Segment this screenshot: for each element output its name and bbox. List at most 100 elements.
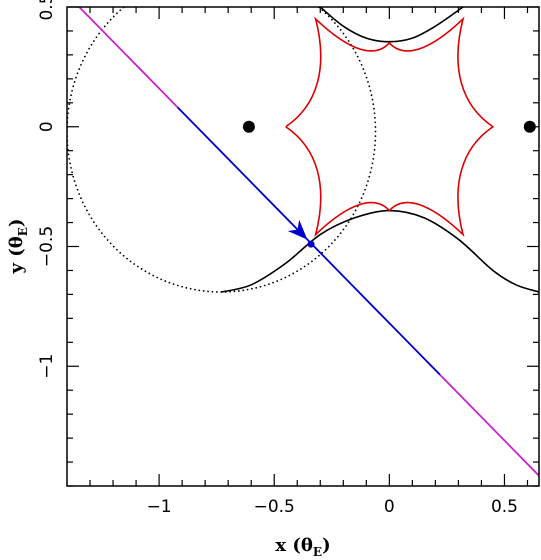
critical-dot: [330, 242, 333, 245]
dotted-critical-curve: [67, 1, 377, 293]
critical-dot: [70, 94, 72, 97]
critical-dot: [211, 290, 214, 293]
critical-dot: [116, 12, 118, 15]
critical-dot: [360, 197, 363, 200]
critical-dot: [360, 63, 363, 66]
critical-dot: [80, 197, 82, 200]
critical-dot: [352, 213, 355, 216]
critical-dot: [215, 291, 218, 293]
critical-dot: [369, 89, 372, 92]
critical-dot: [354, 51, 357, 54]
trajectory-outer-left: [77, 7, 179, 108]
critical-dot: [126, 4, 128, 6]
critical-dot: [276, 280, 279, 282]
critical-dot: [356, 55, 359, 58]
critical-dot: [76, 188, 79, 191]
critical-dot: [365, 184, 368, 187]
critical-dot: [160, 278, 163, 281]
critical-dot: [95, 224, 98, 227]
critical-dot: [156, 276, 159, 279]
critical-dot: [72, 175, 75, 178]
y-tick-label: −1: [37, 354, 57, 379]
critical-dot: [98, 32, 100, 35]
caustic-curve: [285, 16, 495, 238]
critical-dot: [103, 235, 106, 238]
critical-dot: [292, 272, 295, 275]
critical-dot: [237, 290, 240, 292]
critical-dot: [80, 63, 82, 66]
critical-dot: [272, 281, 274, 284]
critical-dot: [198, 289, 201, 292]
critical-dot: [311, 1, 313, 3]
critical-dot: [352, 47, 355, 50]
critical-dot: [168, 281, 171, 284]
critical-dot: [81, 201, 84, 204]
critical-dot: [90, 217, 93, 220]
y-axis-unit-sub: E: [16, 227, 30, 236]
critical-dot: [347, 40, 350, 42]
critical-dot: [109, 242, 112, 245]
critical-dot: [148, 272, 151, 275]
critical-dot: [345, 36, 347, 39]
critical-dot: [202, 290, 205, 292]
source-point: [307, 240, 315, 248]
critical-dot: [112, 245, 115, 248]
critical-dot: [106, 239, 109, 241]
critical-dot: [369, 171, 372, 174]
critical-dot: [83, 55, 86, 58]
critical-dot: [164, 280, 167, 282]
critical-dot: [88, 47, 91, 50]
x-axis-var: x: [275, 535, 286, 556]
critical-dot: [112, 15, 115, 18]
critical-dot: [144, 270, 147, 273]
critical-dot: [324, 248, 327, 251]
critical-dot: [368, 85, 371, 88]
critical-dot: [307, 263, 310, 265]
critical-dot: [280, 278, 283, 281]
critical-dot: [242, 289, 245, 292]
critical-dot: [172, 283, 175, 286]
critical-dot: [86, 51, 88, 54]
critical-dot: [370, 166, 373, 169]
critical-dot: [362, 193, 365, 195]
x-tick-labels: −1 −0.5 0 0.5: [147, 497, 518, 517]
critical-dot: [354, 209, 357, 212]
critical-dot: [342, 32, 345, 35]
critical-dot: [86, 209, 88, 212]
critical-dot: [246, 288, 249, 291]
critical-dot: [119, 251, 122, 254]
x-axis-unit-sub: E: [313, 545, 322, 559]
x-tick-label: −0.5: [254, 497, 295, 517]
critical-dot: [339, 232, 342, 235]
critical-dot: [362, 68, 365, 70]
critical-dot: [71, 171, 73, 174]
critical-dot: [189, 287, 192, 290]
critical-dot: [70, 166, 72, 169]
critical-dot: [372, 103, 375, 106]
critical-dot: [358, 59, 361, 62]
critical-dot: [126, 257, 128, 260]
y-tick-label: 0.5: [37, 0, 57, 21]
critical-dot: [364, 72, 366, 75]
critical-dot: [311, 260, 313, 263]
critical-dot: [263, 284, 266, 287]
x-tick-label: 0.5: [491, 497, 518, 517]
critical-dot: [345, 224, 347, 227]
critical-dot: [81, 59, 84, 62]
critical-dot: [93, 40, 95, 42]
critical-dot: [129, 260, 132, 263]
trajectory-inner: [176, 106, 441, 376]
critical-dot: [259, 285, 262, 288]
critical-dot: [314, 257, 317, 260]
y-axis-unit: θ: [6, 236, 27, 248]
critical-dot: [136, 265, 139, 268]
critical-dot: [374, 116, 376, 119]
critical-dot: [374, 130, 377, 133]
critical-dot: [119, 9, 122, 12]
critical-dot: [367, 180, 369, 183]
critical-dot: [116, 248, 118, 251]
critical-dot: [300, 268, 302, 270]
critical-dot: [347, 221, 350, 224]
critical-dot: [268, 283, 270, 286]
